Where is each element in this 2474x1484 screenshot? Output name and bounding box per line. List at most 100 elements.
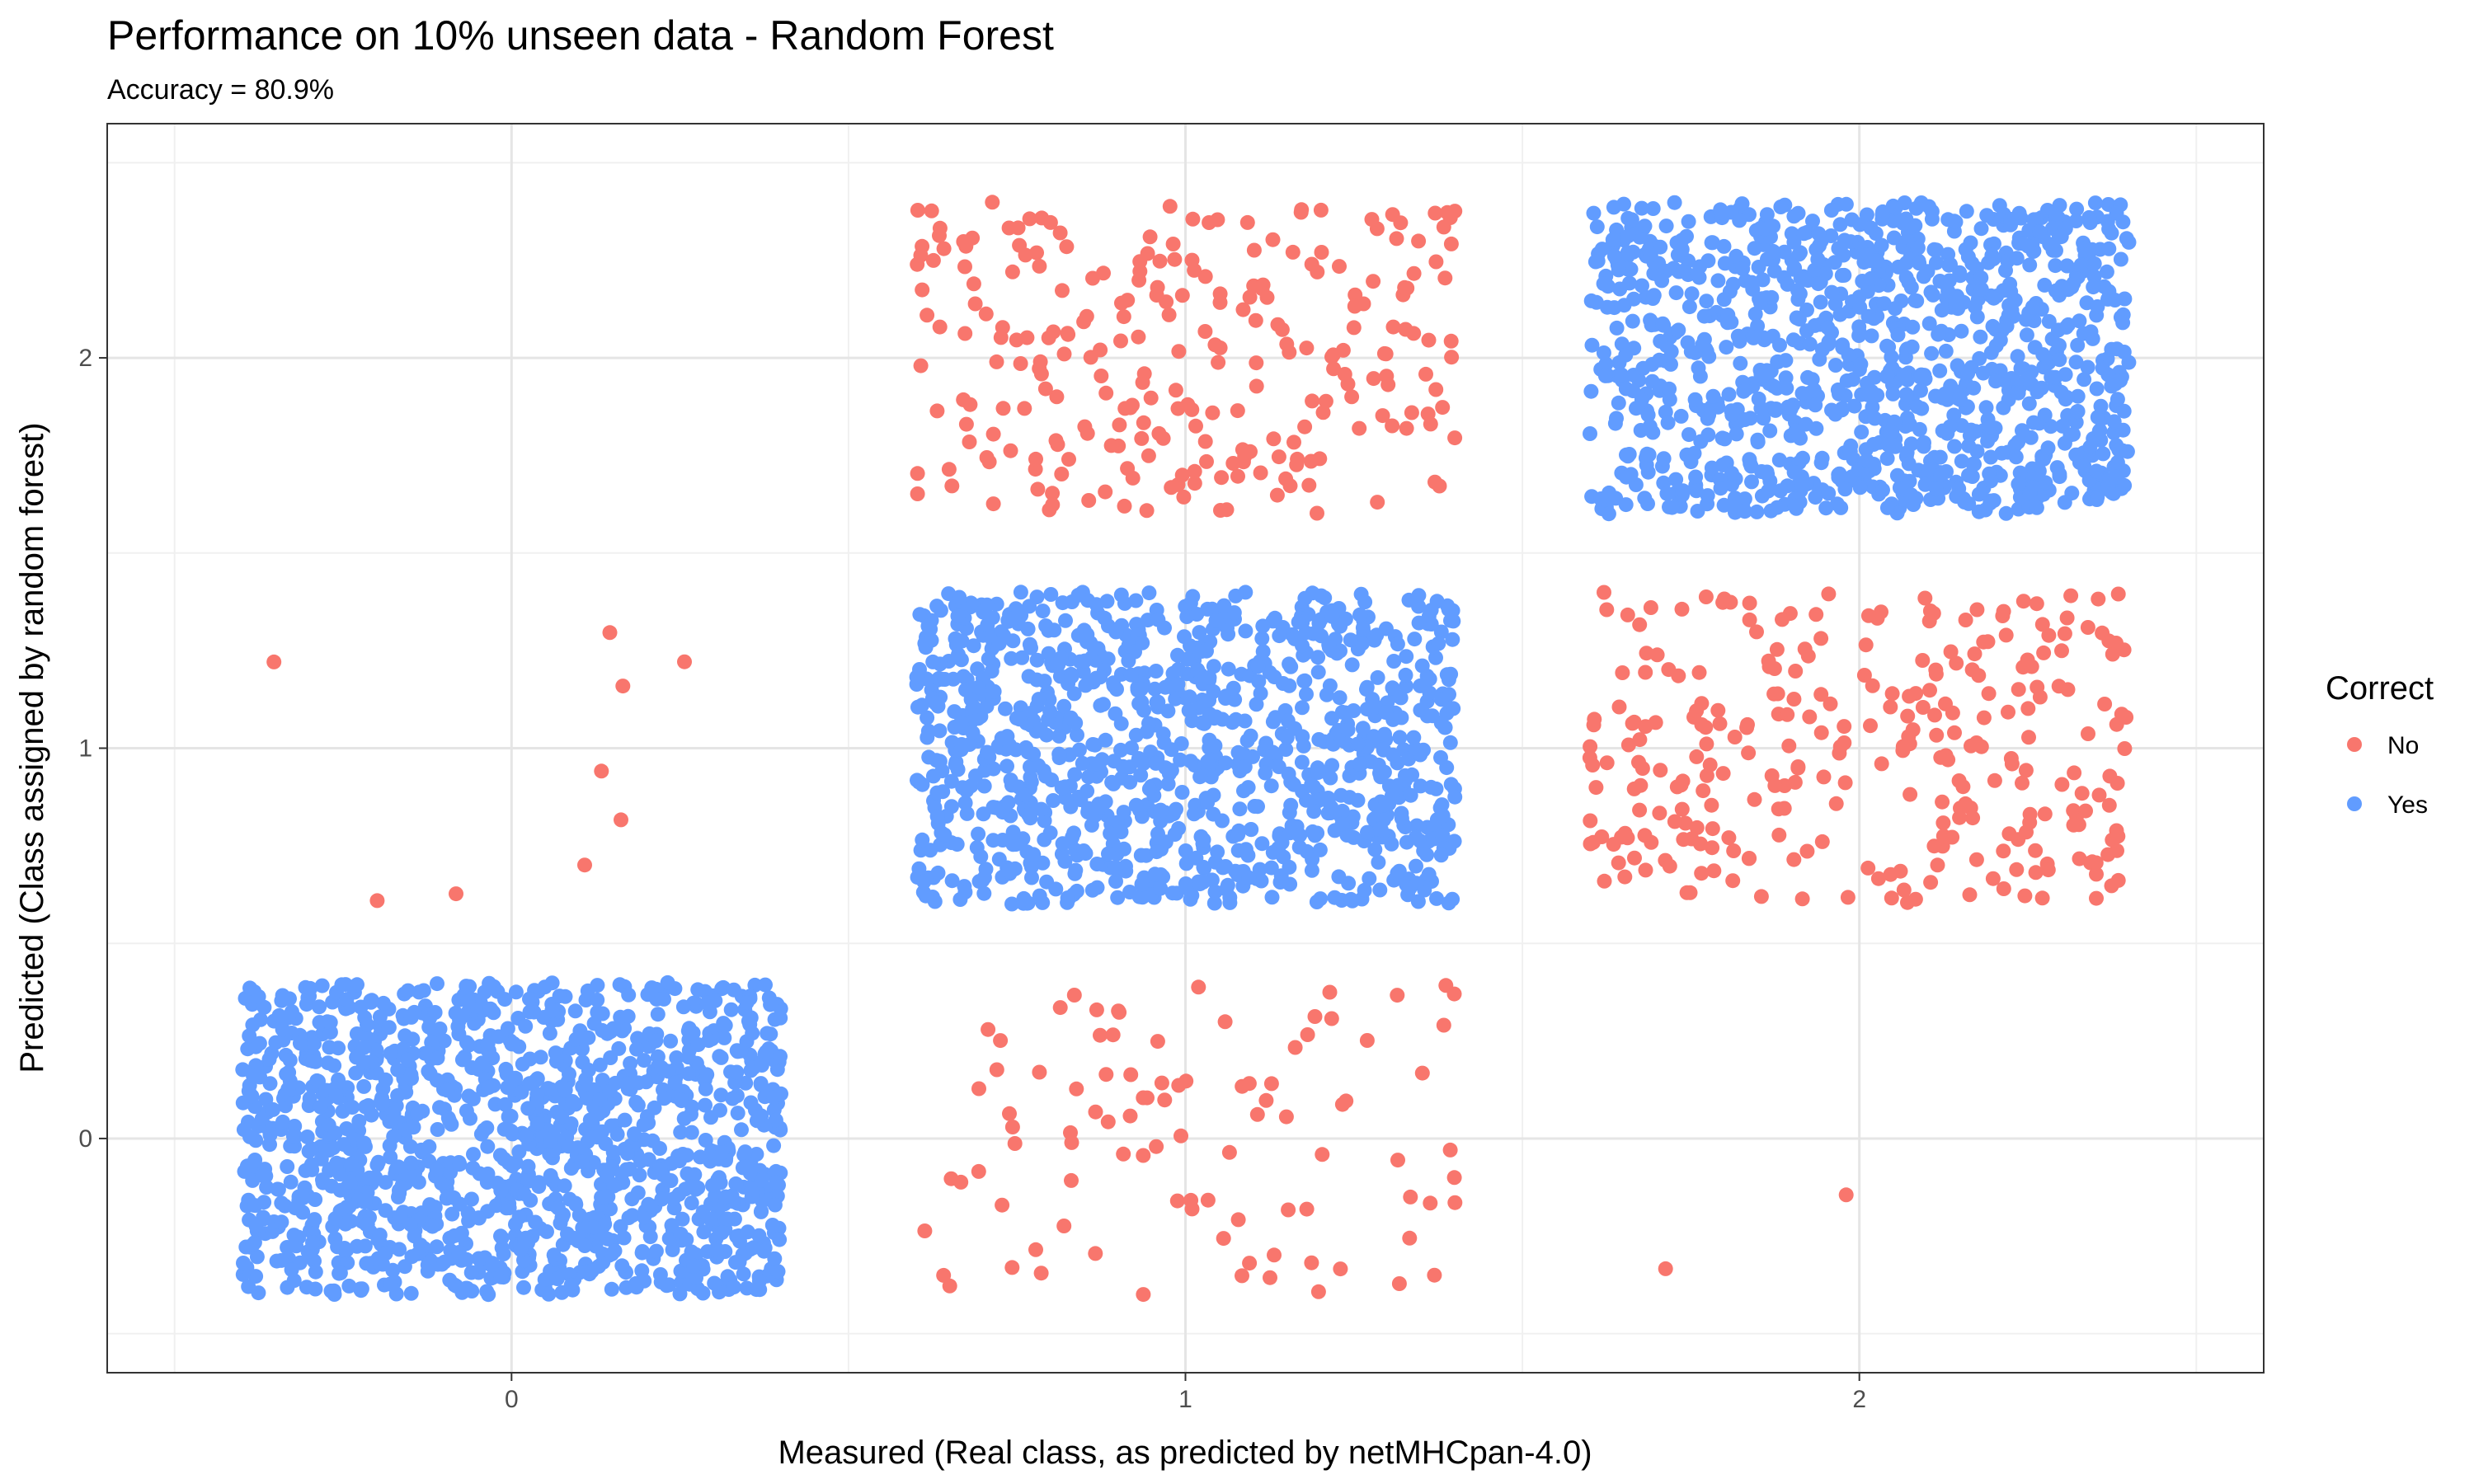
data-point-no	[1313, 202, 1329, 218]
data-point-no	[932, 319, 948, 335]
data-point-yes	[1751, 391, 1766, 406]
data-point-yes	[1088, 652, 1103, 668]
data-point-yes	[391, 1159, 407, 1175]
data-point-yes	[1038, 618, 1054, 633]
data-point-yes	[648, 1243, 664, 1259]
data-point-no	[1813, 725, 1829, 740]
data-point-yes	[1725, 276, 1741, 292]
data-point-no	[1122, 400, 1138, 416]
data-point-yes	[966, 638, 981, 654]
data-point-yes	[356, 1135, 372, 1151]
data-point-no	[1041, 330, 1056, 345]
data-point-no	[1428, 382, 1444, 397]
data-point-no	[1884, 890, 1899, 906]
data-point-yes	[2029, 212, 2044, 228]
data-point-no	[1694, 696, 1710, 711]
data-point-yes	[1744, 275, 1760, 290]
data-point-no	[1077, 419, 1093, 434]
data-point-no	[1094, 369, 1109, 383]
data-point-yes	[985, 833, 1001, 848]
data-point-yes	[1679, 228, 1694, 244]
data-point-yes	[1719, 340, 1734, 355]
data-point-yes	[1078, 678, 1094, 693]
data-point-yes	[1810, 276, 1826, 292]
data-point-yes	[2070, 404, 2086, 419]
data-point-yes	[2032, 224, 2048, 240]
data-point-yes	[292, 1036, 308, 1051]
data-point-yes	[252, 1036, 267, 1051]
data-point-yes	[1687, 392, 1703, 407]
data-point-yes	[1868, 226, 1884, 242]
data-point-no	[1211, 355, 1226, 370]
data-point-yes	[620, 1008, 636, 1024]
data-point-no	[1164, 480, 1179, 495]
data-point-yes	[1827, 358, 1843, 373]
data-point-no	[2091, 591, 2106, 607]
data-point-no	[1617, 825, 1633, 841]
data-point-yes	[1928, 481, 1944, 496]
data-point-yes	[1258, 735, 1274, 751]
data-point-no	[1375, 408, 1390, 424]
data-point-yes	[718, 1189, 734, 1205]
data-point-no	[1282, 478, 1298, 494]
data-point-yes	[1950, 358, 1965, 373]
data-point-no	[2080, 620, 2095, 635]
data-point-yes	[1824, 284, 1840, 300]
data-point-no	[1976, 710, 1992, 726]
data-point-yes	[1960, 365, 1976, 381]
data-point-yes	[288, 1200, 303, 1216]
data-point-yes	[1141, 782, 1157, 796]
data-point-yes	[1360, 824, 1375, 840]
data-point-yes	[2115, 315, 2131, 331]
data-point-yes	[1089, 880, 1105, 895]
data-point-yes	[769, 1163, 783, 1179]
data-point-yes	[430, 976, 444, 992]
data-point-yes	[274, 1214, 289, 1230]
data-point-yes	[2080, 359, 2095, 375]
data-point-no	[1814, 834, 1830, 849]
data-point-yes	[1972, 350, 1987, 366]
data-point-no	[1152, 253, 1168, 269]
data-point-yes	[567, 1003, 583, 1019]
data-point-yes	[434, 1176, 449, 1191]
data-point-yes	[1681, 214, 1696, 229]
data-point-yes	[370, 1154, 386, 1170]
data-point-yes	[772, 1232, 788, 1247]
data-point-yes	[383, 1045, 398, 1061]
legend: Correct No Yes	[2326, 670, 2434, 819]
data-point-yes	[440, 1082, 455, 1098]
data-point-no	[2110, 872, 2126, 888]
data-point-no	[1271, 449, 1286, 465]
data-point-yes	[1106, 675, 1122, 691]
data-point-yes	[1913, 367, 1929, 383]
data-point-no	[1169, 1193, 1185, 1209]
data-point-no	[1344, 389, 1360, 405]
data-point-no	[2036, 645, 2052, 660]
data-point-yes	[1408, 741, 1423, 756]
data-point-no	[2015, 594, 2031, 609]
data-point-no	[1704, 797, 1719, 813]
data-point-yes	[1060, 890, 1075, 906]
data-point-no	[1637, 828, 1653, 843]
data-point-yes	[1888, 200, 1903, 216]
data-point-yes	[986, 683, 1002, 699]
data-point-no	[2054, 643, 2069, 659]
data-point-no	[1771, 827, 1787, 843]
data-point-no	[1307, 1009, 1323, 1024]
data-point-yes	[1267, 669, 1282, 685]
data-point-no	[1029, 245, 1044, 261]
data-point-yes	[1121, 653, 1136, 669]
data-point-no	[1032, 1064, 1047, 1080]
data-point-yes	[1100, 651, 1116, 667]
data-point-no	[2072, 851, 2087, 866]
data-point-yes	[1446, 701, 1461, 716]
data-point-yes	[2109, 205, 2124, 221]
data-point-no	[1893, 863, 1908, 879]
data-point-yes	[1018, 894, 1033, 909]
data-point-no	[1935, 794, 1950, 810]
data-point-yes	[400, 1052, 416, 1068]
data-point-yes	[652, 1141, 667, 1156]
data-point-yes	[1852, 480, 1868, 495]
data-point-yes	[1957, 495, 1973, 510]
